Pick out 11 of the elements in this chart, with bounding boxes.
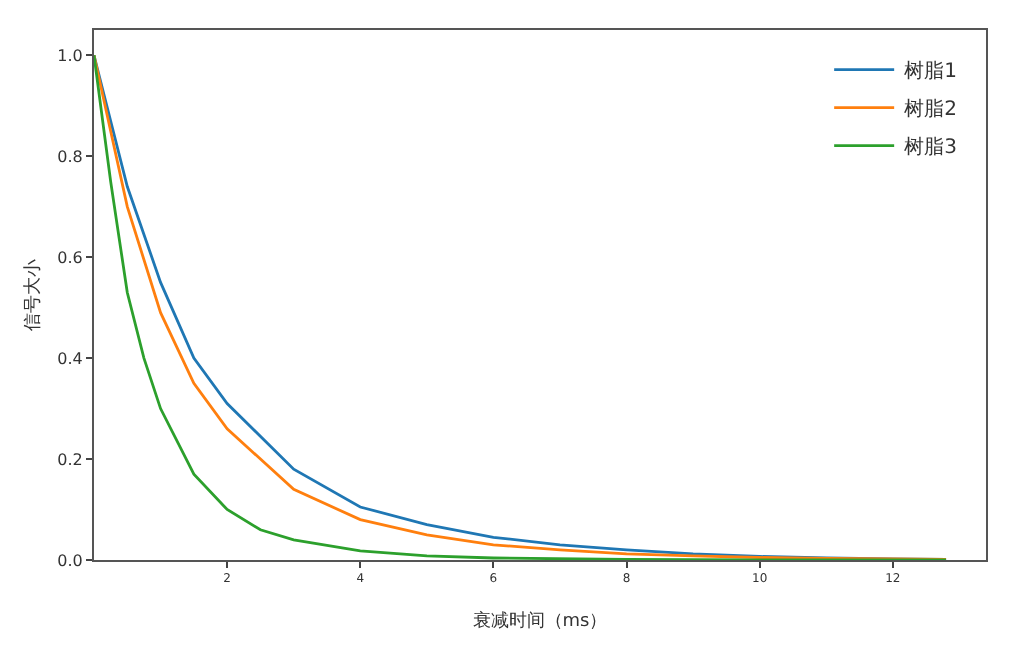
x-axis-title: 衰减时间（ms） <box>472 610 608 632</box>
legend-label: 树脂3 <box>904 135 957 160</box>
y-axis-title: 信号大小 <box>22 259 44 331</box>
y-tick-label: 0.6 <box>57 248 83 267</box>
y-tick-label: 0.8 <box>57 147 83 166</box>
y-tick-label: 0.0 <box>57 551 83 570</box>
y-tick-label: 1.0 <box>57 46 83 65</box>
y-tick-label: 0.2 <box>57 450 83 469</box>
legend-label: 树脂2 <box>904 97 957 122</box>
legend-label: 树脂1 <box>904 59 957 84</box>
y-tick-label: 0.4 <box>57 349 83 368</box>
